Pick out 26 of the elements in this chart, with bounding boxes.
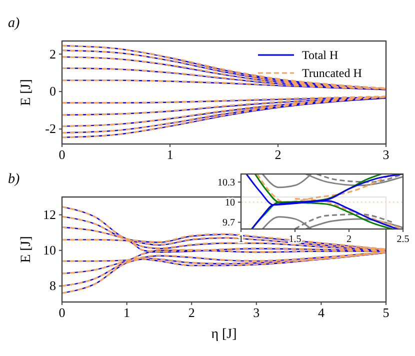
y-tick-label: 9.7 <box>222 217 235 228</box>
y-tick-label: 10 <box>225 197 235 208</box>
x-tick-label: 2.5 <box>396 234 410 246</box>
legend-label: Total H <box>302 48 338 62</box>
x-tick-label: 1 <box>124 305 130 320</box>
y-tick-label: 10.3 <box>218 177 235 188</box>
y-tick-label: 2 <box>50 46 56 62</box>
y-tick-label: 0 <box>50 84 56 99</box>
text: a) <box>8 16 20 31</box>
x-tick-label: 1 <box>166 147 174 162</box>
text: b) <box>8 172 20 187</box>
x-axis-title: η [J] <box>211 327 237 342</box>
y-tick-label: 8 <box>50 278 56 294</box>
x-tick-label: 2 <box>274 147 282 162</box>
x-tick-label: 4 <box>318 305 325 320</box>
y-axis-title: E [J] <box>19 236 34 263</box>
legend-label: Truncated H <box>302 66 362 80</box>
y-tick-label: 10 <box>43 242 56 258</box>
y-tick-label: 12 <box>43 206 56 222</box>
x-tick-label: 2 <box>188 305 195 320</box>
y-axis-title: E [J] <box>19 79 34 106</box>
x-tick-label: 2 <box>346 234 352 246</box>
x-tick-label: 5 <box>382 305 390 320</box>
y-tick-label: -2 <box>45 121 56 136</box>
x-tick-label: 3 <box>382 147 390 162</box>
x-tick-label: 3 <box>253 305 260 320</box>
